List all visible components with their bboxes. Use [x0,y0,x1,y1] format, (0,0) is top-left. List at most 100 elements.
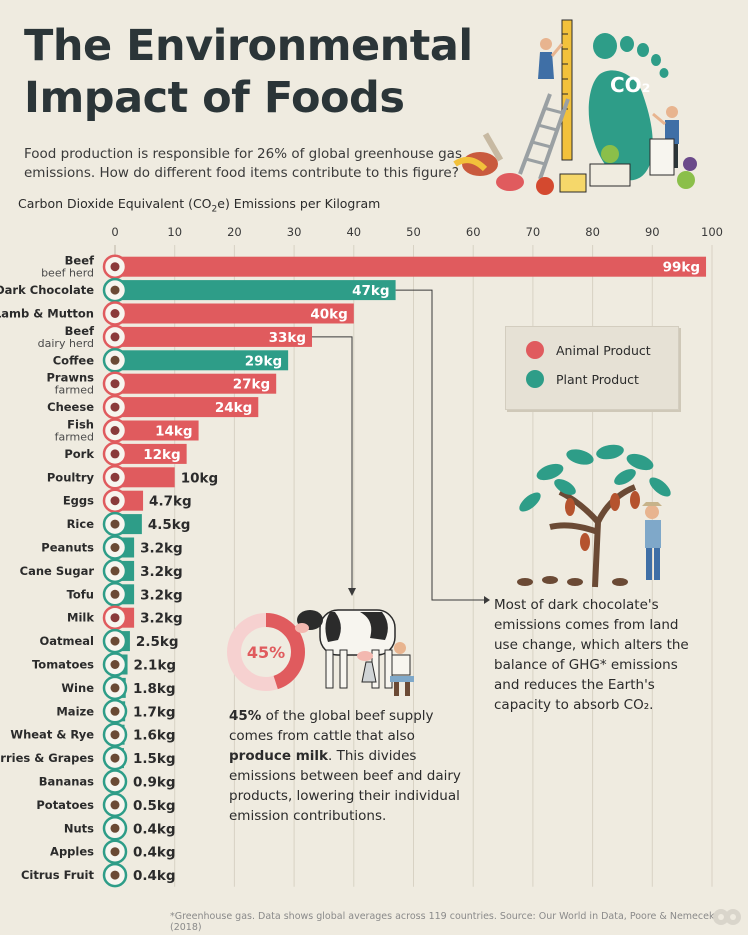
bar-row: Tomatoes 2.1kg [32,652,177,677]
value-label: 10kg [181,470,218,486]
co2-label: CO₂ [610,73,650,97]
chocolate-icon [102,277,128,303]
bar-row: Lamb & Mutton 40kg [0,301,354,326]
tofu-icon [102,582,128,607]
category-label: Bananas [39,775,94,789]
category-label: Potatoes [36,798,94,812]
x-tick-label: 100 [701,225,723,239]
legend-item-plant: Plant Product [526,370,639,388]
category-label: Cane Sugar [20,564,95,578]
value-label: 1.7kg [133,704,176,720]
value-label: 0.4kg [133,868,176,884]
cheese-icon [102,394,128,420]
prawn-icon [102,371,128,396]
bar-row: Citrus Fruit 0.4kg [21,862,176,888]
x-tick-label: 0 [111,225,118,239]
bar-row: Pork 12kg [64,441,187,467]
value-label: 3.2kg [140,541,183,557]
value-label: 4.7kg [149,494,192,510]
milk-icon [102,605,128,630]
x-axis-ticks: 0 10 20 30 40 50 60 70 80 90 100 [111,225,723,239]
beef-dairy-share-donut: 45% [227,613,305,691]
bar-row: Maize 1.7kg [56,699,176,724]
category-label: Beef [65,254,95,268]
food-pile [453,132,697,195]
category-label: Poultry [47,470,95,484]
x-tick-label: 60 [466,225,481,239]
bar-beef [115,326,313,347]
bar-coffee [115,350,289,371]
category-label: Apples [50,845,94,859]
beef-note: 45% of the global beef supply comes from… [229,706,481,826]
bar-row: Milk 3.2kg [67,605,183,630]
value-label: 3.2kg [140,564,183,580]
banana-icon [102,769,128,794]
category-label: Prawns [46,371,94,385]
bar-row: Peanuts 3.2kg [41,535,183,560]
category-label: Tomatoes [32,658,94,672]
rice-icon [102,511,128,537]
cow-milking-illustration [295,609,414,696]
maize-icon [102,699,128,724]
coffee-icon [102,348,128,373]
category-label: Rice [67,517,95,531]
beef-note-bold-mid: produce milk [229,748,329,764]
category-label: Tofu [67,587,94,601]
value-label: 1.6kg [133,728,176,744]
bar-row: Oatmeal 2.5kg [39,628,179,654]
bar-pork [115,443,187,464]
x-tick-label: 40 [346,225,361,239]
x-tick-label: 30 [287,225,302,239]
bar-row: Apples 0.4kg [50,839,176,864]
pork-icon [102,441,128,467]
value-label: 24kg [215,400,252,416]
category-label: Lamb & Mutton [0,307,94,321]
axis-title-sub: 2 [211,204,218,215]
bar-row: Eggs 4.7kg [63,488,192,513]
bar-prawn [115,373,277,394]
subtitle: Food production is responsible for 26% o… [24,146,462,181]
poultry-icon [102,465,128,490]
bar-row: Dark Chocolate 47kg [0,277,396,303]
bar-lamb [115,303,354,324]
category-label: Eggs [63,494,94,508]
category-sublabel: farmed [55,384,94,397]
value-label: 99kg [663,260,700,276]
beef-connector-arrow [348,588,356,596]
category-label: Fish [67,418,94,432]
value-label: 2.1kg [134,658,177,674]
value-label: 1.8kg [133,681,176,697]
bar-row: Wheat & Rye 1.6kg [10,722,176,747]
footer-source: *Greenhouse gas. Data shows global avera… [170,911,715,933]
bar-row: Potatoes 0.5kg [36,792,176,818]
value-label: 47kg [352,283,389,299]
value-label: 40kg [310,307,347,323]
annotation-connectors [312,289,490,604]
bar-beef [115,256,707,277]
apple-icon [102,839,128,864]
category-label: Beef [65,324,95,338]
beef-note-text-1: of the global beef supply comes from cat… [229,708,434,744]
chart-legend: Animal Product Plant Product [505,326,679,410]
category-label: Coffee [53,353,94,367]
x-tick-label: 70 [526,225,541,239]
value-label: 14kg [155,424,192,440]
axis-title: Carbon Dioxide Equivalent (CO2e) Emissio… [18,196,380,215]
category-label: Wheat & Rye [10,728,94,742]
bar-row: Cane Sugar 3.2kg [20,558,183,584]
bar-row: Berries & Grapes 1.5kg [0,745,176,771]
bar-fish [115,420,199,441]
chocolate-connector-arrow [484,596,490,604]
x-tick-label: 80 [585,225,600,239]
person-on-ladder [538,38,564,79]
legend-swatch-animal [526,341,544,359]
value-label: 2.5kg [136,634,179,650]
value-label: 0.9kg [133,775,176,791]
bar-row: Bananas 0.9kg [39,769,176,794]
value-label: 0.4kg [133,845,176,861]
category-label: Wine [61,681,94,695]
